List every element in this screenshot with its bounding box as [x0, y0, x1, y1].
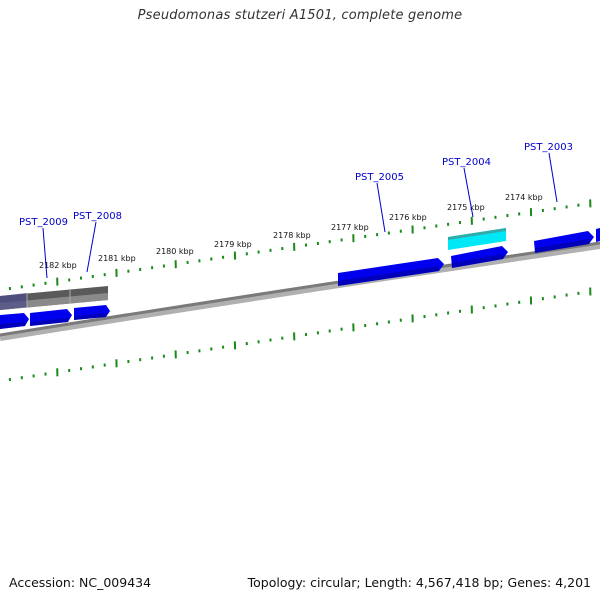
gene-label[interactable]: PST_2009 [19, 217, 68, 228]
scale-label: 2178 kbp [273, 231, 311, 240]
topology-text: Topology: circular; Length: 4,567,418 bp… [247, 575, 591, 590]
scale-label: 2174 kbp [505, 193, 543, 202]
highlighted-feature[interactable] [448, 228, 506, 250]
map-title: Pseudomonas stutzeri A1501, complete gen… [137, 8, 463, 23]
gray-feature-band[interactable] [0, 286, 108, 310]
inner-tick-row [8, 287, 592, 382]
gene-label-group[interactable]: PST_2009 [19, 217, 68, 279]
scale-label: 2177 kbp [331, 223, 369, 232]
gene-label[interactable]: PST_2003 [524, 142, 573, 153]
gene-arrow-pst2005[interactable] [338, 258, 444, 286]
genome-backbone [0, 241, 600, 337]
scale-label: 2182 kbp [39, 261, 77, 270]
gene-arrow-pst2003[interactable] [534, 231, 594, 253]
scale-label: 2176 kbp [389, 213, 427, 222]
scale-label: 2180 kbp [156, 247, 194, 256]
accession-text: Accession: NC_009434 [9, 575, 152, 590]
gene-label-group[interactable]: PST_2008 [73, 211, 122, 273]
gene-label-group[interactable]: PST_2003 [524, 142, 573, 203]
gene-arrow-pst2004[interactable] [451, 246, 508, 268]
gene-arrow[interactable] [74, 305, 110, 320]
scale-label: 2181 kbp [98, 254, 136, 263]
gene-arrow-edge[interactable] [596, 228, 600, 242]
gene-arrow[interactable] [30, 309, 72, 326]
gene-label[interactable]: PST_2008 [73, 211, 122, 222]
gene-label[interactable]: PST_2004 [442, 157, 491, 168]
scale-label: 2179 kbp [214, 240, 252, 249]
gene-label[interactable]: PST_2005 [355, 172, 404, 183]
gene-label-group[interactable]: PST_2005 [355, 172, 404, 233]
scale-label: 2175 kbp [447, 203, 485, 212]
scale-labels: 2182 kbp 2181 kbp 2180 kbp 2179 kbp 2178… [39, 193, 543, 270]
gene-label-group[interactable]: PST_2004 [442, 157, 491, 218]
outer-tick-row [8, 199, 592, 291]
backbone-shadow [0, 243, 600, 341]
gene-arrow[interactable] [0, 313, 29, 329]
